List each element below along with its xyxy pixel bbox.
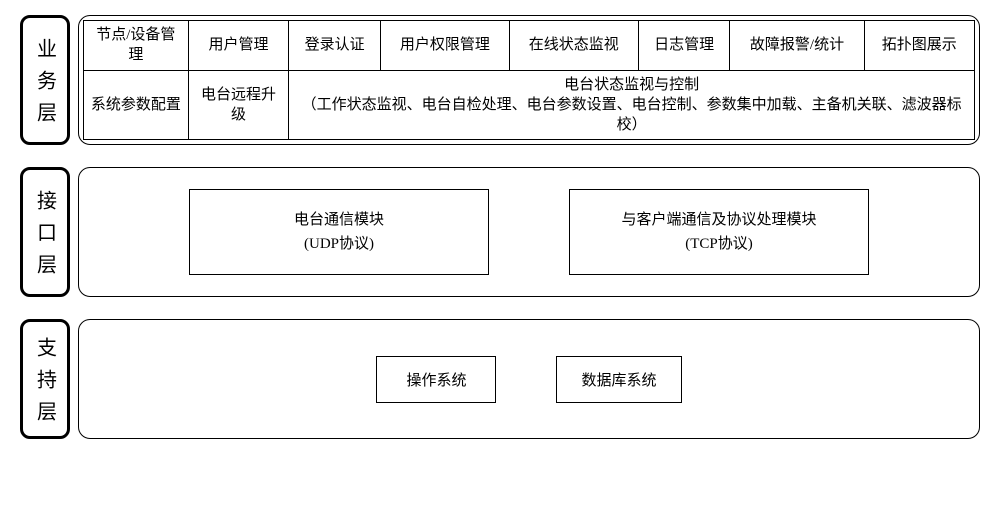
biz-cell-sysparam: 系统参数配置	[84, 70, 189, 140]
client-comm-module: 与客户端通信及协议处理模块 (TCP协议)	[569, 189, 869, 275]
biz-cell-remote-upgrade: 电台远程升级	[188, 70, 289, 140]
client-comm-protocol: (TCP协议)	[602, 232, 836, 256]
db-module: 数据库系统	[556, 356, 681, 403]
business-row-2: 系统参数配置 电台远程升级 电台状态监视与控制 （工作状态监视、电台自检处理、电…	[84, 70, 975, 140]
business-layer: 业务层 节点/设备管理 用户管理 登录认证 用户权限管理 在线状态监视 日志管理…	[20, 15, 980, 145]
os-module: 操作系统	[376, 356, 496, 403]
radio-comm-protocol: (UDP协议)	[222, 232, 456, 256]
biz-cell-login-auth: 登录认证	[289, 21, 381, 71]
business-row-1: 节点/设备管理 用户管理 登录认证 用户权限管理 在线状态监视 日志管理 故障报…	[84, 21, 975, 71]
biz-cell-status-monitor-control: 电台状态监视与控制 （工作状态监视、电台自检处理、电台参数设置、电台控制、参数集…	[289, 70, 975, 140]
biz-cell-online-status: 在线状态监视	[509, 21, 638, 71]
biz-cell-user-mgmt: 用户管理	[188, 21, 289, 71]
biz-cell-topology: 拓扑图展示	[864, 21, 974, 71]
business-layer-label: 业务层	[20, 15, 70, 145]
interface-layer-label: 接口层	[20, 167, 70, 297]
business-grid: 节点/设备管理 用户管理 登录认证 用户权限管理 在线状态监视 日志管理 故障报…	[83, 20, 975, 140]
support-layer-label: 支持层	[20, 319, 70, 439]
biz-cell-log-mgmt: 日志管理	[638, 21, 730, 71]
biz-cell-node-mgmt: 节点/设备管理	[84, 21, 189, 71]
support-layer-body: 操作系统 数据库系统	[78, 319, 980, 439]
monitor-control-detail: （工作状态监视、电台自检处理、电台参数设置、电台控制、参数集中加载、主备机关联、…	[295, 95, 968, 136]
biz-cell-user-perm: 用户权限管理	[380, 21, 509, 71]
interface-layer: 接口层 电台通信模块 (UDP协议) 与客户端通信及协议处理模块 (TCP协议)	[20, 167, 980, 297]
radio-comm-module: 电台通信模块 (UDP协议)	[189, 189, 489, 275]
client-comm-name: 与客户端通信及协议处理模块	[602, 208, 836, 232]
support-layer: 支持层 操作系统 数据库系统	[20, 319, 980, 439]
radio-comm-name: 电台通信模块	[222, 208, 456, 232]
business-layer-body: 节点/设备管理 用户管理 登录认证 用户权限管理 在线状态监视 日志管理 故障报…	[78, 15, 980, 145]
monitor-control-title: 电台状态监视与控制	[295, 75, 968, 95]
biz-cell-fault-alarm: 故障报警/统计	[730, 21, 864, 71]
interface-layer-body: 电台通信模块 (UDP协议) 与客户端通信及协议处理模块 (TCP协议)	[78, 167, 980, 297]
